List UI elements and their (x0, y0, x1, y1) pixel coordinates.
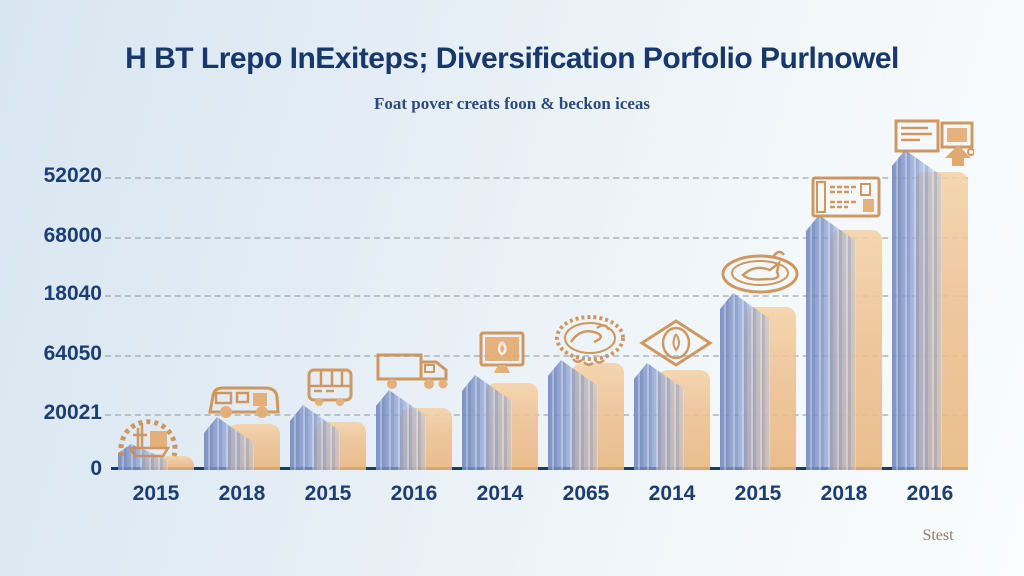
y-axis-tick-label: 0 (90, 457, 102, 480)
truck-icon (375, 350, 457, 392)
bar-front-blue (290, 405, 340, 470)
ticket-icon (811, 175, 881, 219)
stamp-ship-icon (108, 404, 188, 462)
y-axis-tick-label: 52020 (43, 164, 102, 187)
x-axis-tick-label: 2015 (132, 482, 180, 505)
bar-group (286, 150, 370, 470)
x-axis-tick-label: 2018 (218, 482, 266, 505)
x-axis-tick-label: 2014 (648, 482, 696, 505)
certificate-icon (894, 119, 974, 167)
gridline (105, 355, 968, 357)
x-axis-tick-label: 2014 (476, 482, 524, 505)
bus-icon (306, 367, 354, 407)
y-axis-tick-label: 20021 (43, 401, 102, 424)
x-axis-tick-label: 2015 (304, 482, 352, 505)
x-axis-tick-label: 2015 (734, 482, 782, 505)
gridline (105, 237, 968, 239)
bar-group (372, 150, 456, 470)
gridline (105, 177, 968, 179)
van-icon (204, 381, 284, 419)
bar-front-blue (806, 215, 856, 470)
bar-group (716, 150, 800, 470)
x-axis-tick-label: 2065 (562, 482, 610, 505)
bar-front-blue (892, 150, 942, 470)
bar-front-blue (720, 293, 770, 470)
bar-front-blue (376, 390, 426, 470)
chart-title: H BT Lrepo InExiteps; Diversification Po… (125, 42, 899, 75)
diamond-badge-icon (638, 319, 714, 367)
x-axis-tick-label: 2016 (390, 482, 438, 505)
chart-subtitle: Foat pover creats foon & beckon iceas (373, 94, 651, 113)
medal-icon (551, 314, 629, 368)
bar-group (200, 150, 284, 470)
platter-icon (718, 245, 802, 295)
bar-group (630, 150, 714, 470)
y-axis-tick-label: 64050 (43, 342, 102, 365)
monitor-icon (478, 331, 526, 377)
plot-area: 2015 2018 2015 2016 2014 2065 2014 2015 2018 2016 (105, 119, 974, 505)
bar-group (458, 150, 542, 470)
bar-group (802, 150, 886, 470)
x-axis-tick-label: 2016 (906, 482, 954, 505)
y-axis-tick-label: 68000 (43, 224, 102, 247)
bar-group (888, 119, 974, 470)
gridline (105, 295, 968, 297)
bar-group (544, 150, 628, 470)
x-axis-line (111, 467, 968, 470)
x-axis-tick-label: 2018 (820, 482, 868, 505)
watermark: Stest (922, 527, 954, 544)
bar-group (114, 150, 198, 470)
y-axis-tick-label: 18040 (43, 282, 102, 305)
